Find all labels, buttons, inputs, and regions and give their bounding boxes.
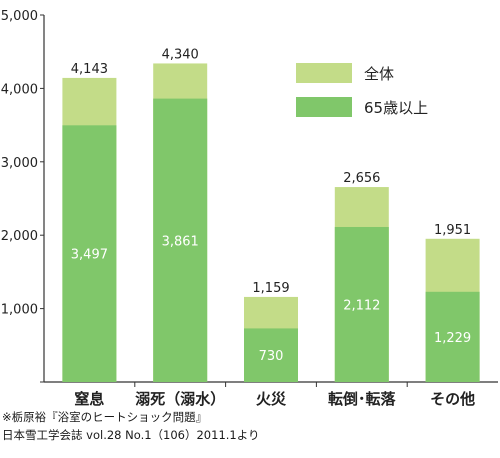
- bar-65-plus: [62, 125, 117, 383]
- bars: 4,143 3,497 窒息 4,340 3,861 溺死（溺水） 1,159 730 火災 2,…: [62, 47, 480, 408]
- y-tick-label: 5,000: [1, 9, 38, 24]
- data-label-total: 4,143: [71, 62, 108, 77]
- data-label-total: 1,951: [434, 223, 471, 238]
- legend: 全体 65歳以上: [296, 63, 428, 117]
- legend-swatch: [296, 97, 352, 117]
- legend-swatch: [296, 63, 352, 83]
- bar-65-plus: [334, 226, 389, 382]
- axes: 1,000 2,000 3,000 4,000 5,000: [1, 9, 498, 387]
- data-label-total: 4,340: [162, 47, 199, 62]
- bar-65-plus: [425, 291, 480, 382]
- bar-65-plus: [153, 98, 208, 382]
- y-tick-label: 4,000: [1, 82, 38, 97]
- x-category-label: 火災: [256, 390, 287, 408]
- y-tick-label: 3,000: [1, 156, 38, 171]
- data-label-total: 2,656: [343, 171, 380, 186]
- source-note-line2: 日本雪工学会誌 vol.28 No.1（106）2011.1より: [2, 428, 260, 442]
- data-label-65-plus: 2,112: [343, 298, 380, 313]
- data-label-total: 1,159: [252, 281, 289, 296]
- bar-65-plus: [244, 328, 298, 382]
- x-category-label: その他: [430, 390, 475, 408]
- data-label-65-plus: 1,229: [434, 331, 471, 346]
- legend-label: 65歳以上: [364, 99, 428, 117]
- x-category-label: 窒息: [74, 390, 104, 408]
- data-label-65-plus: 3,861: [162, 234, 199, 249]
- legend-label: 全体: [364, 65, 394, 83]
- data-label-65-plus: 3,497: [71, 248, 108, 263]
- x-category-label: 溺死（溺水）: [135, 390, 225, 408]
- x-category-label: 転倒･転落: [328, 390, 397, 408]
- y-tick-label: 1,000: [1, 303, 38, 318]
- data-label-65-plus: 730: [259, 349, 284, 364]
- y-tick-label: 2,000: [1, 229, 38, 244]
- source-note-line1: ※栃原裕『浴室のヒートショック問題』: [2, 410, 208, 424]
